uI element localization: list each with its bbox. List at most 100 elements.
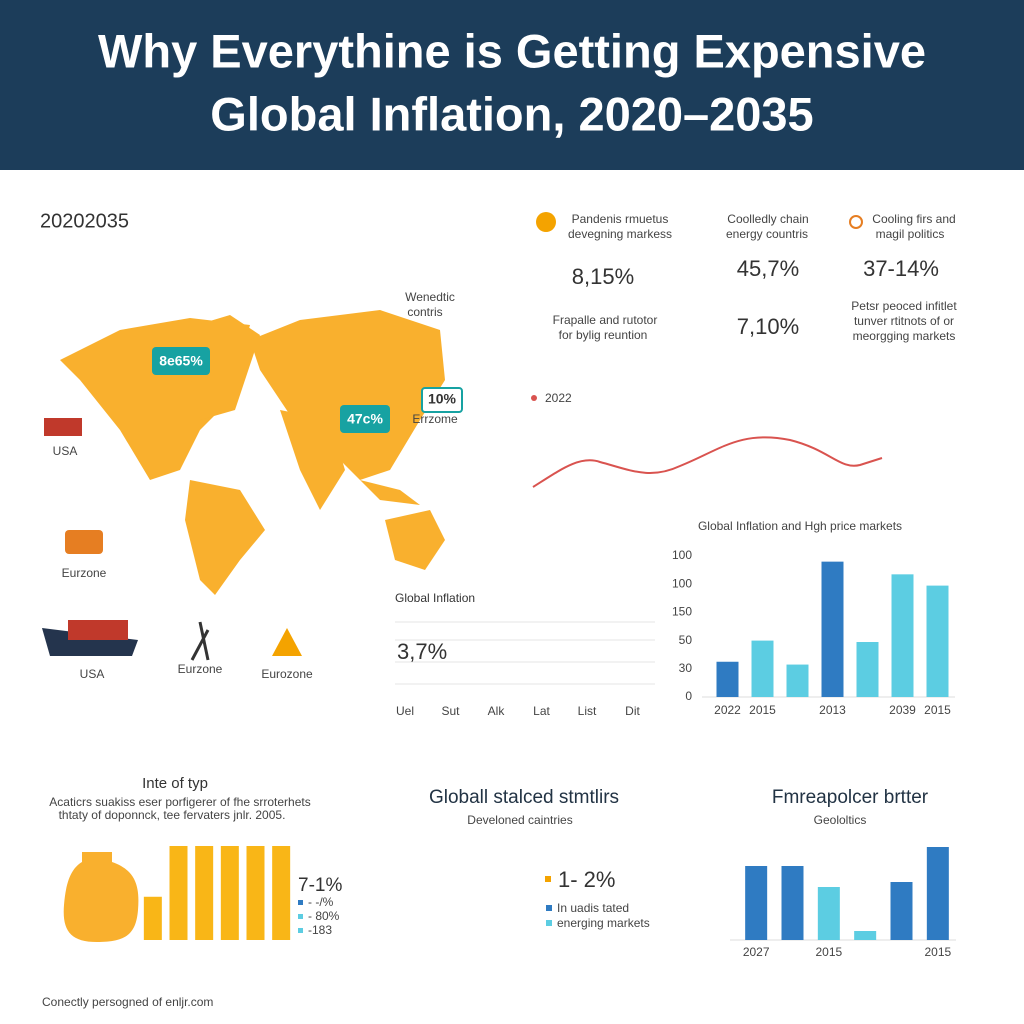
chart-subtitle: Acaticrs suakiss eser porfigerer of fhe … — [49, 795, 310, 809]
x-tick-label: 2027 — [743, 945, 770, 959]
stat-note: Frapalle and rutotor — [553, 313, 658, 327]
stat-icon — [536, 212, 556, 232]
stat-icon — [849, 215, 863, 229]
bar — [716, 661, 739, 697]
annotation: -183 — [308, 923, 332, 937]
icon — [65, 530, 103, 554]
bar — [246, 846, 265, 940]
legend-label: In uadis tated — [557, 901, 629, 915]
bar — [745, 866, 768, 940]
icon-label: Eurzone — [178, 662, 223, 676]
x-tick-label: Uel — [396, 704, 414, 718]
chart-title: Global Inflation and Hgh price markets — [698, 519, 902, 533]
icon-label: USA — [53, 444, 78, 458]
annotation: - -/% — [308, 895, 334, 909]
badge — [152, 347, 210, 375]
x-tick-label: 2022 — [714, 703, 741, 717]
panel-title: Global Inflation — [395, 591, 475, 605]
y-tick-label: 150 — [672, 605, 692, 619]
x-tick-label: 2015 — [924, 945, 951, 959]
y-tick-label: 30 — [679, 661, 693, 675]
x-tick-label: 2013 — [819, 703, 846, 717]
stat-heading: Cooling firs and — [872, 212, 955, 226]
ship-cargo — [68, 620, 128, 640]
chart-title: Inte of typ — [142, 775, 208, 792]
x-tick-label: 2015 — [815, 945, 842, 959]
x-tick-label: 2039 — [889, 703, 916, 717]
stat-heading: devegning markess — [568, 227, 672, 241]
y-tick-label: 50 — [679, 633, 693, 647]
bar — [817, 887, 840, 940]
stat-heading: magil politics — [876, 227, 945, 241]
bar — [926, 847, 949, 940]
warning-icon — [272, 628, 302, 656]
stat-value: 37-14% — [863, 256, 939, 281]
stat-heading: energy countris — [726, 227, 808, 241]
stat-note: meorgging markets — [853, 329, 956, 343]
bar — [169, 846, 188, 940]
bar — [781, 866, 804, 940]
icon-label: Eurozone — [261, 667, 313, 681]
stat-heading: Pandenis rmuetus — [572, 212, 669, 226]
x-tick-label: Sut — [441, 704, 460, 718]
y-tick-label: 100 — [672, 548, 692, 562]
legend-swatch — [545, 876, 551, 882]
legend-swatch — [298, 900, 303, 905]
bar — [890, 882, 913, 940]
bar — [926, 585, 949, 697]
section-value: 1- 2% — [558, 867, 615, 892]
badge-text: 47c% — [347, 411, 383, 427]
x-tick-label: List — [578, 704, 597, 718]
bar — [821, 561, 844, 697]
panel-value: 3,7% — [397, 639, 447, 664]
badge-text: 10% — [428, 391, 457, 407]
icon — [44, 418, 82, 436]
chart-subtitle: thtaty of doponnck, tee fervaters jnlr. … — [59, 808, 286, 822]
bar — [220, 846, 239, 940]
badge — [340, 405, 390, 433]
bar — [143, 896, 162, 940]
annotation: - 80% — [308, 909, 340, 923]
title: Why Everythine is Getting Expensive — [98, 24, 926, 77]
y-tick-label: 0 — [685, 689, 692, 703]
badge-text: 8e65% — [159, 353, 203, 369]
stat-value: 7,10% — [737, 314, 799, 339]
stat-note: for bylig reuntion — [559, 328, 648, 342]
map-label: 20202035 — [40, 210, 129, 232]
legend-label: energing markets — [557, 916, 650, 930]
bar — [751, 640, 774, 697]
icon-label: USA — [80, 667, 105, 681]
stat-note: tunver rtitnots of or — [854, 314, 954, 328]
legend-swatch — [298, 928, 303, 933]
header-bg — [0, 0, 1024, 170]
bar — [854, 931, 877, 940]
oil-rig — [190, 621, 210, 661]
bar — [856, 642, 879, 697]
section-subtitle: Develoned caintries — [467, 813, 572, 827]
x-tick-label: 2015 — [924, 703, 951, 717]
legend-swatch — [546, 905, 552, 911]
badge — [421, 387, 463, 413]
callout: contris — [407, 305, 442, 319]
trend-line — [532, 436, 883, 488]
stat-value: 45,7% — [737, 256, 799, 281]
bar — [272, 846, 291, 940]
x-tick-label: Alk — [488, 704, 506, 718]
x-tick-label: Dit — [625, 704, 640, 718]
legend-swatch — [298, 914, 303, 919]
ship — [42, 628, 138, 656]
x-tick-label: Lat — [533, 704, 550, 718]
legend-swatch — [546, 920, 552, 926]
stat-heading: Coolledly chain — [727, 212, 808, 226]
chart-subtitle: Geololtics — [814, 813, 867, 827]
title: Global Inflation, 2020–2035 — [210, 87, 813, 140]
legend-label: 2022 — [545, 391, 572, 405]
y-tick-label: 100 — [672, 576, 692, 590]
icon-label: Eurzone — [62, 566, 107, 580]
section-title: Globall stalced stmtlirs — [429, 787, 619, 808]
legend-dot — [531, 395, 537, 401]
chart-title: Fmreapolcer brtter — [772, 787, 929, 808]
annotation: 7-1% — [298, 875, 342, 896]
stat-note: Petsr peoced infitlet — [851, 299, 957, 313]
